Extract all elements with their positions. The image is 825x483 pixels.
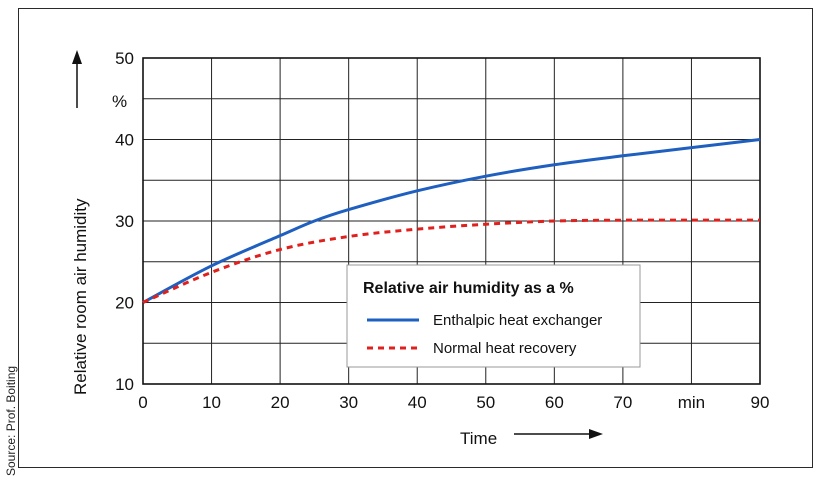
legend: Relative air humidity as a % Enthalpic h… [346, 264, 641, 368]
x-axis-arrow-head [589, 429, 603, 439]
x-tick-label: 10 [202, 393, 221, 412]
y-unit-label: % [112, 92, 127, 111]
y-tick-label: 10 [115, 375, 134, 394]
x-axis-label: Time [460, 429, 497, 448]
legend-label-enthalpic: Enthalpic heat exchanger [433, 312, 602, 329]
y-tick-label: 30 [115, 212, 134, 231]
chart-frame [18, 8, 813, 468]
y-axis-label: Relative room air humidity [71, 198, 90, 395]
x-tick-label: 90 [751, 393, 770, 412]
legend-box [346, 264, 641, 368]
y-tick-label: 20 [115, 294, 134, 313]
y-tick-label: 40 [115, 131, 134, 150]
x-tick-label: 30 [339, 393, 358, 412]
x-tick-label: 70 [613, 393, 632, 412]
series-line-1 [142, 218, 760, 304]
x-tick-label: 20 [271, 393, 290, 412]
x-tick-label: 50 [476, 393, 495, 412]
x-tick-label: min [678, 393, 705, 412]
series-lines [142, 138, 761, 304]
legend-title: Relative air humidity as a % [363, 280, 574, 297]
series-line-0 [142, 138, 761, 304]
x-tick-label: 60 [545, 393, 564, 412]
x-tick-label: 40 [408, 393, 427, 412]
y-tick-label: 50 [115, 49, 134, 68]
y-axis-arrow-head [72, 50, 82, 64]
legend-label-normal: Normal heat recovery [433, 340, 577, 357]
x-tick-label: 0 [138, 393, 147, 412]
